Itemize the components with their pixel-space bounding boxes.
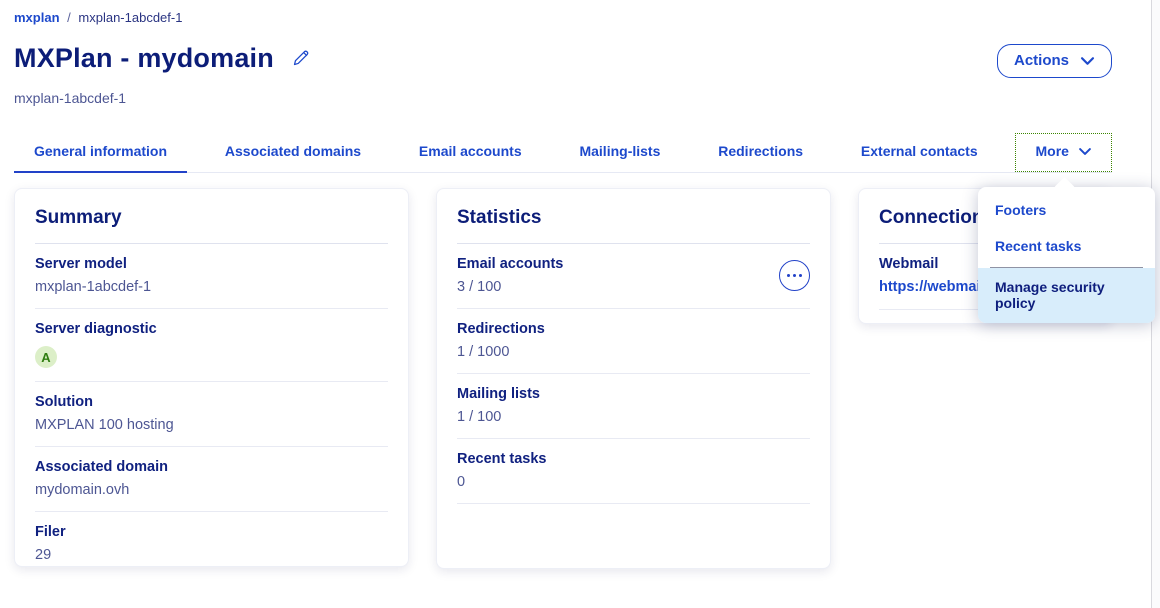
- summary-card-title: Summary: [35, 207, 388, 244]
- field-value: 1 / 1000: [457, 344, 510, 360]
- page-header: MXPlan - mydomain Actions: [14, 43, 1112, 78]
- field-value: mydomain.ovh: [35, 482, 130, 498]
- breadcrumb-link-mxplan[interactable]: mxplan: [14, 10, 60, 25]
- field-recent-tasks: Recent tasks 0: [457, 439, 810, 504]
- field-label: Redirections: [457, 321, 545, 337]
- field-value: mxplan-1abcdef-1: [35, 279, 152, 295]
- field-value: 3 / 100: [457, 279, 502, 295]
- field-value: 0: [457, 474, 466, 490]
- tab-email-accounts[interactable]: Email accounts: [399, 133, 542, 172]
- edit-title-button[interactable]: [288, 46, 313, 71]
- field-label: Filer: [35, 524, 66, 540]
- field-label: Webmail: [879, 256, 939, 272]
- tab-associated-domains[interactable]: Associated domains: [205, 133, 381, 172]
- tab-label: Redirections: [718, 143, 804, 159]
- tab-label: Email accounts: [418, 143, 522, 159]
- field-mailing-lists: Mailing lists 1 / 100: [457, 374, 810, 439]
- statistics-card: Statistics Email accounts 3 / 100 Redirect…: [436, 188, 831, 569]
- field-label: Email accounts: [457, 256, 564, 272]
- page-subtitle: mxplan-1abcdef-1: [14, 90, 127, 106]
- field-label: Solution: [35, 394, 93, 410]
- actions-button-label: Actions: [1013, 52, 1069, 69]
- tab-redirections[interactable]: Redirections: [698, 133, 823, 172]
- field-filer: Filer 29: [35, 512, 388, 566]
- tab-general-information[interactable]: General information: [14, 133, 188, 173]
- breadcrumb-separator: /: [67, 10, 71, 25]
- diagnostic-grade-badge: A: [35, 346, 57, 368]
- tab-label: General information: [34, 143, 168, 159]
- summary-card: Summary Server model mxplan-1abcdef-1 Serv…: [14, 188, 409, 567]
- ellipsis-icon: [786, 273, 803, 278]
- tab-label: Mailing-lists: [579, 143, 661, 159]
- field-value: MXPLAN 100 hosting: [35, 417, 174, 433]
- tab-label: External contacts: [860, 143, 978, 159]
- field-redirections: Redirections 1 / 1000: [457, 309, 810, 374]
- tab-label: More: [1035, 143, 1069, 159]
- webmail-link[interactable]: https://webmail: [879, 279, 985, 295]
- dashboard-grid: Summary Server model mxplan-1abcdef-1 Serv…: [14, 188, 1112, 569]
- chevron-down-icon: [1079, 147, 1091, 155]
- breadcrumb-current: mxplan-1abcdef-1: [78, 10, 183, 25]
- menu-divider: [990, 267, 1143, 268]
- field-label: Recent tasks: [457, 451, 547, 467]
- field-value: 1 / 100: [457, 409, 502, 425]
- chevron-down-icon: [1080, 56, 1095, 65]
- pencil-icon: [293, 50, 309, 66]
- email-accounts-more-actions-button[interactable]: [779, 260, 810, 291]
- actions-button[interactable]: Actions: [996, 44, 1112, 78]
- menu-item-recent-tasks[interactable]: Recent tasks: [995, 238, 1082, 254]
- tab-bar: General information Associated domains Ema…: [14, 133, 1112, 173]
- field-server-diagnostic: Server diagnostic A: [35, 309, 388, 382]
- tab-more[interactable]: More: [1015, 133, 1112, 172]
- field-solution: Solution MXPLAN 100 hosting: [35, 382, 388, 447]
- field-associated-domain: Associated domain mydomain.ovh: [35, 447, 388, 512]
- page-title: MXPlan - mydomain: [14, 43, 274, 73]
- tab-external-contacts[interactable]: External contacts: [841, 133, 998, 172]
- tab-mailing-lists[interactable]: Mailing-lists: [559, 133, 680, 172]
- more-dropdown-menu: Footers Recent tasks Manage security polic…: [978, 187, 1155, 323]
- field-email-accounts: Email accounts 3 / 100: [457, 244, 810, 309]
- menu-item-footers[interactable]: Footers: [995, 202, 1047, 218]
- field-server-model: Server model mxplan-1abcdef-1: [35, 244, 388, 309]
- field-label: Mailing lists: [457, 386, 540, 402]
- tab-label: Associated domains: [224, 143, 362, 159]
- field-label: Associated domain: [35, 459, 168, 475]
- field-value: 29: [35, 547, 52, 563]
- breadcrumb: mxplan / mxplan-1abcdef-1: [14, 10, 1112, 26]
- menu-item-manage-security-policy[interactable]: Manage security policy: [978, 268, 1155, 323]
- field-label: Server diagnostic: [35, 321, 157, 337]
- statistics-card-title: Statistics: [457, 207, 810, 244]
- field-label: Server model: [35, 256, 127, 272]
